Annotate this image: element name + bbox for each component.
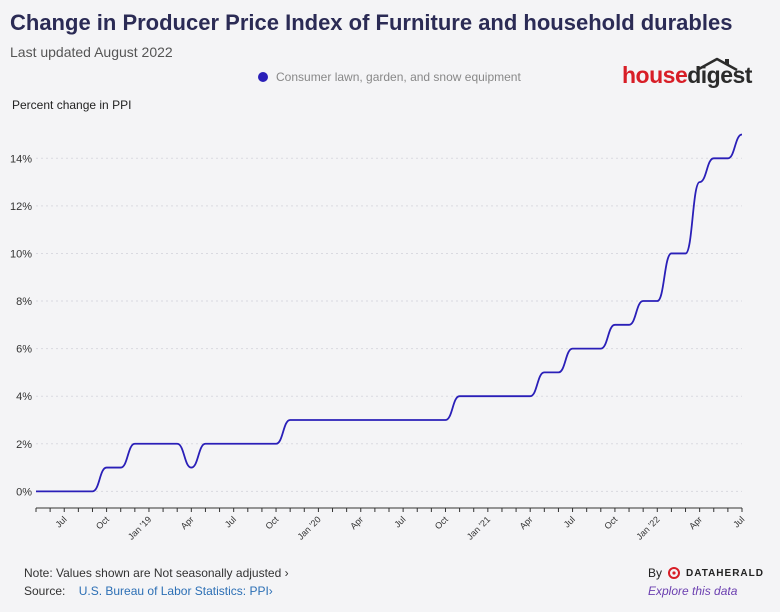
data-point[interactable] bbox=[597, 345, 605, 353]
data-point[interactable] bbox=[159, 440, 167, 448]
data-point[interactable] bbox=[286, 416, 294, 424]
data-point[interactable] bbox=[258, 440, 266, 448]
x-tick-label: Apr bbox=[518, 514, 535, 531]
data-point[interactable] bbox=[173, 440, 181, 448]
data-point[interactable] bbox=[653, 297, 661, 305]
y-tick-label: 2% bbox=[16, 439, 32, 451]
house-roof-icon bbox=[696, 57, 738, 72]
note-chevron-icon: › bbox=[284, 566, 289, 580]
data-point[interactable] bbox=[230, 440, 238, 448]
byline: By DATAHERALD bbox=[648, 566, 764, 580]
x-tick-label: Jan '19 bbox=[126, 514, 153, 541]
data-point[interactable] bbox=[88, 487, 96, 495]
data-point[interactable] bbox=[427, 416, 435, 424]
data-point[interactable] bbox=[738, 131, 746, 139]
data-point[interactable] bbox=[540, 368, 548, 376]
chart-legend[interactable]: Consumer lawn, garden, and snow equipmen… bbox=[258, 70, 521, 84]
footer-source: Source: U.S. Bureau of Labor Statistics:… bbox=[24, 584, 273, 598]
page-title: Change in Producer Price Index of Furnit… bbox=[10, 10, 733, 35]
data-point[interactable] bbox=[470, 392, 478, 400]
y-tick-label: 14% bbox=[10, 153, 32, 165]
x-tick-label: Oct bbox=[433, 514, 450, 531]
data-point[interactable] bbox=[60, 487, 68, 495]
data-point[interactable] bbox=[724, 154, 732, 162]
data-point[interactable] bbox=[272, 440, 280, 448]
footer-note[interactable]: Note: Values shown are Not seasonally ad… bbox=[24, 566, 289, 580]
data-point[interactable] bbox=[710, 154, 718, 162]
x-tick-label: Jan '21 bbox=[465, 514, 492, 541]
data-point[interactable] bbox=[385, 416, 393, 424]
data-point[interactable] bbox=[639, 297, 647, 305]
y-tick-label: 6% bbox=[16, 344, 32, 356]
data-point[interactable] bbox=[611, 321, 619, 329]
data-point[interactable] bbox=[32, 487, 40, 495]
x-tick-label: Jan '20 bbox=[295, 514, 322, 541]
data-point[interactable] bbox=[357, 416, 365, 424]
housedigest-logo[interactable]: housedigest bbox=[622, 62, 752, 88]
x-tick-label: Jul bbox=[223, 514, 238, 529]
data-point[interactable] bbox=[103, 464, 111, 472]
explore-data-link[interactable]: Explore this data bbox=[648, 584, 738, 598]
y-tick-label: 10% bbox=[10, 248, 32, 260]
data-point[interactable] bbox=[456, 392, 464, 400]
series-line[interactable] bbox=[35, 133, 743, 493]
source-chevron-icon: › bbox=[268, 584, 273, 598]
data-point[interactable] bbox=[329, 416, 337, 424]
data-point[interactable] bbox=[244, 440, 252, 448]
data-point[interactable] bbox=[201, 440, 209, 448]
x-tick-label: Oct bbox=[94, 514, 111, 531]
x-tick-label: Jul bbox=[731, 514, 746, 529]
data-point[interactable] bbox=[696, 178, 704, 186]
data-point[interactable] bbox=[399, 416, 407, 424]
data-point[interactable] bbox=[625, 321, 633, 329]
x-tick-label: Jul bbox=[53, 514, 68, 529]
source-label: Source: bbox=[24, 584, 66, 598]
data-point[interactable] bbox=[216, 440, 224, 448]
source-link[interactable]: U.S. Bureau of Labor Statistics: PPI› bbox=[78, 584, 273, 598]
data-point[interactable] bbox=[131, 440, 139, 448]
data-point[interactable] bbox=[583, 345, 591, 353]
data-point[interactable] bbox=[413, 416, 421, 424]
data-point[interactable] bbox=[526, 392, 534, 400]
x-tick-label: Apr bbox=[687, 514, 704, 531]
y-tick-label: 0% bbox=[16, 486, 32, 498]
y-axis-label: Percent change in PPI bbox=[12, 98, 132, 112]
data-point[interactable] bbox=[145, 440, 153, 448]
data-point[interactable] bbox=[371, 416, 379, 424]
dataherald-logo-icon bbox=[668, 567, 681, 579]
data-point[interactable] bbox=[569, 345, 577, 353]
legend-label: Consumer lawn, garden, and snow equipmen… bbox=[276, 70, 521, 84]
data-point[interactable] bbox=[46, 487, 54, 495]
x-tick-label: Oct bbox=[602, 514, 619, 531]
line-chart: 0% 2% 4% 6% 8% 10% 12% 14% Jul Oct Jan '19 Apr Jul Oc… bbox=[10, 131, 746, 542]
data-point[interactable] bbox=[441, 416, 449, 424]
y-tick-label: 8% bbox=[16, 296, 32, 308]
dataherald-brand: DATAHERALD bbox=[686, 567, 764, 579]
y-tick-label: 12% bbox=[10, 201, 32, 213]
data-point[interactable] bbox=[484, 392, 492, 400]
last-updated-subtitle: Last updated August 2022 bbox=[10, 44, 173, 60]
x-tick-label: Jul bbox=[392, 514, 407, 529]
data-point[interactable] bbox=[117, 464, 125, 472]
data-point[interactable] bbox=[498, 392, 506, 400]
data-point[interactable] bbox=[682, 249, 690, 257]
data-point[interactable] bbox=[554, 368, 562, 376]
data-point[interactable] bbox=[187, 464, 195, 472]
x-tick-label: Oct bbox=[263, 514, 280, 531]
x-tick-label: Jul bbox=[562, 514, 577, 529]
x-tick-label: Apr bbox=[348, 514, 365, 531]
data-point[interactable] bbox=[667, 249, 675, 257]
legend-marker-dot bbox=[258, 72, 268, 82]
by-label: By bbox=[648, 566, 663, 580]
data-point[interactable] bbox=[300, 416, 308, 424]
data-point[interactable] bbox=[512, 392, 520, 400]
data-point[interactable] bbox=[343, 416, 351, 424]
data-point[interactable] bbox=[314, 416, 322, 424]
x-tick-label: Jan '22 bbox=[634, 514, 661, 541]
y-tick-label: 4% bbox=[16, 391, 32, 403]
data-point[interactable] bbox=[74, 487, 82, 495]
x-tick-label: Apr bbox=[179, 514, 196, 531]
